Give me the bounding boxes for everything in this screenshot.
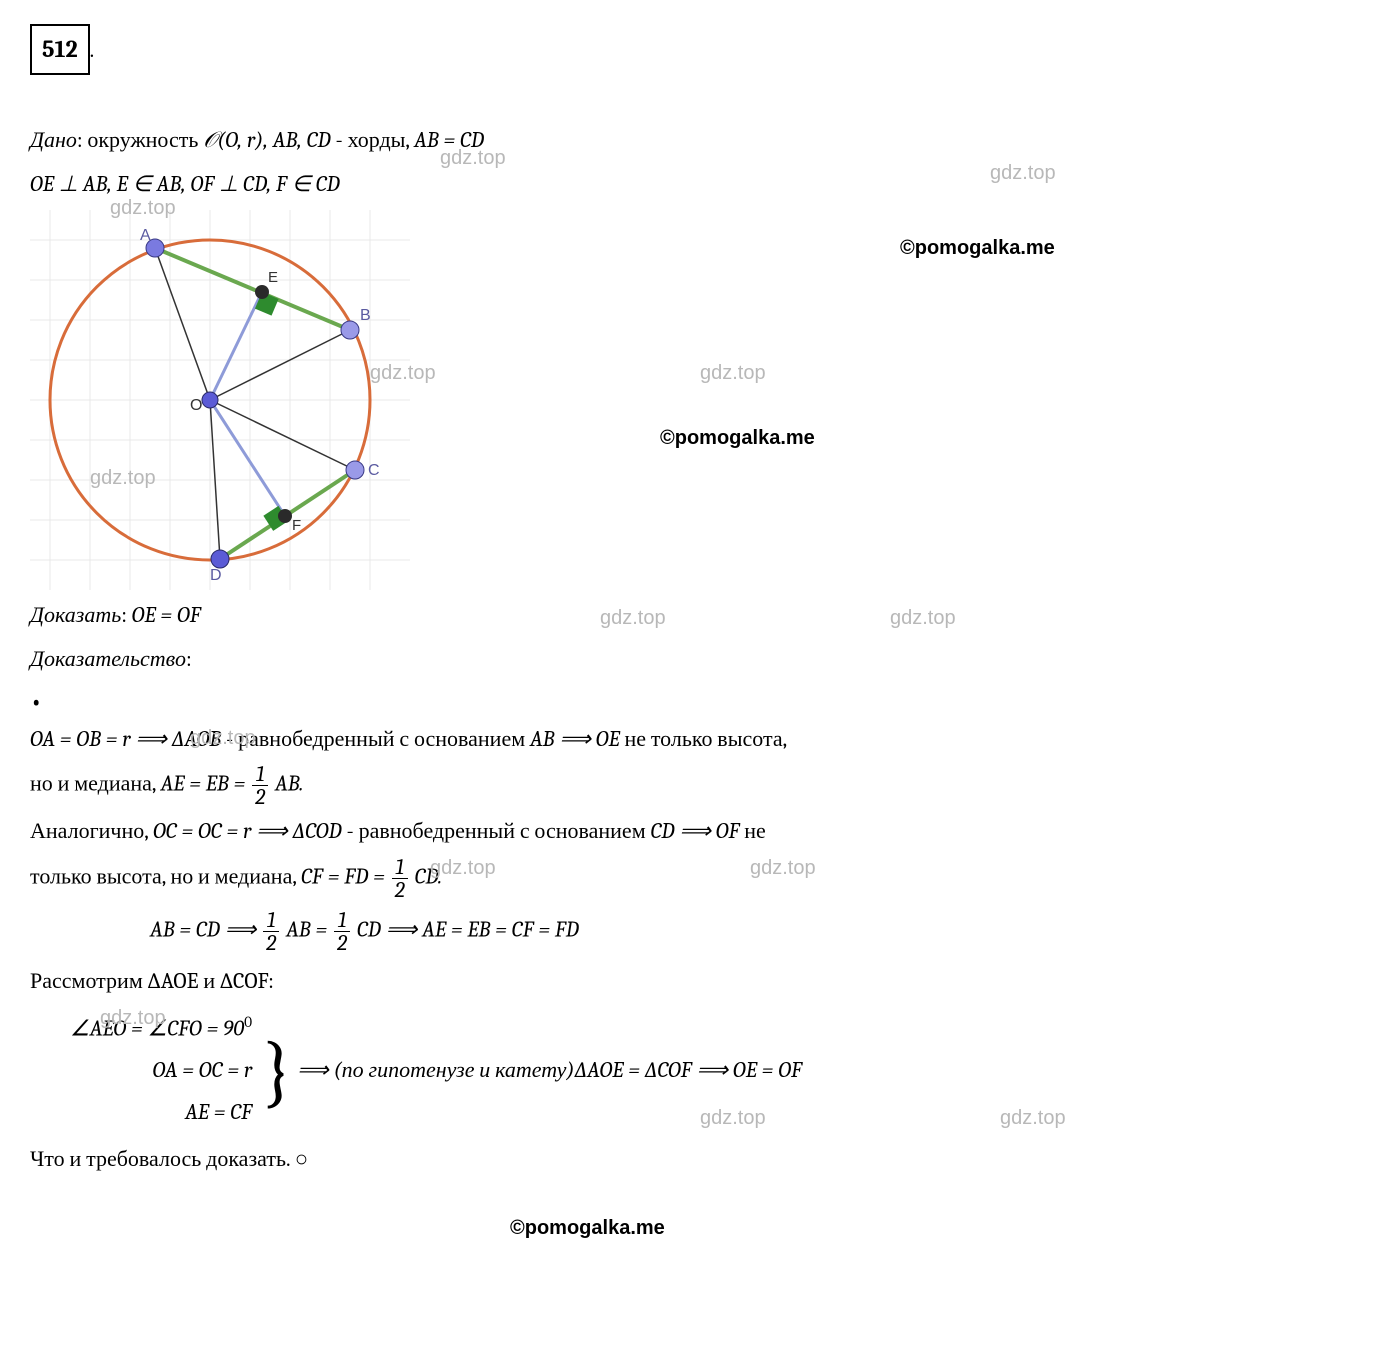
brace-left: ∠AEO = ∠CFO = 900 OA = OC = r AE = CF: [70, 1007, 258, 1134]
given-line2-math: OE ⊥ AB, E ∈ AB, OF ⊥ CD, F ∈ CD: [30, 171, 340, 197]
step2-line2: только высота, но и медиана, CF = FD = 1…: [30, 856, 1370, 901]
line-ob: [210, 330, 350, 400]
given-chords: - хорды,: [331, 127, 414, 153]
s2b: OC = OC = r ⟹ ∆COD: [153, 818, 342, 844]
s1a: OA = OB = r ⟹ ∆AOB: [30, 726, 221, 752]
line-oe: [210, 292, 262, 400]
given-eq1: AB = CD: [414, 127, 484, 153]
prove-eq: OE = OF: [132, 602, 201, 628]
wm-pomo-1: ©pomogalka.me: [900, 230, 1055, 266]
qed: Что и требовалось доказать. ○: [30, 1146, 308, 1172]
s1c: AB ⟹ OE: [530, 726, 620, 752]
period: .: [90, 37, 95, 63]
frac1-num: 1: [252, 763, 268, 786]
s1b: - равнобедренный с основанием: [221, 726, 530, 752]
frac4-den: 2: [334, 932, 350, 954]
given-t1: : окружность: [77, 127, 203, 153]
step2-line1: Аналогично, OC = OC = r ⟹ ∆COD - равнобе…: [30, 812, 1370, 852]
given-circle: 𝒪(O, r), AB, CD: [203, 127, 330, 153]
frac1-den: 2: [252, 786, 268, 808]
frac4: 12: [332, 909, 352, 954]
wm-gdz-5: gdz.top: [700, 355, 766, 391]
s1f: AE = EB =: [161, 771, 251, 797]
frac2-num: 1: [392, 856, 408, 879]
problem-number: 512: [30, 24, 90, 75]
diagram: O A B C D E F: [30, 210, 410, 590]
label-f: F: [292, 517, 301, 534]
qed-row: Что и требовалось доказать. ○: [30, 1140, 1370, 1180]
label-c: C: [368, 462, 380, 479]
s2d: CD ⟹ OF: [650, 818, 739, 844]
point-b: [341, 321, 359, 339]
given-line-1: Дано: окружность 𝒪(O, r), AB, CD - хорды…: [30, 121, 1370, 161]
step1-line2: но и медиана, AE = EB = 12 AB.: [30, 763, 1370, 808]
brace-block: ∠AEO = ∠CFO = 900 OA = OC = r AE = CF } …: [70, 1007, 1370, 1134]
line-oa: [155, 248, 210, 400]
label-a: A: [140, 227, 151, 244]
grid: [30, 210, 410, 590]
chord-ab: [155, 248, 350, 330]
s1d: не только высота,: [620, 726, 787, 752]
step1-line1: OA = OB = r ⟹ ∆AOB - равнобедренный с ос…: [30, 720, 1370, 760]
label-d: D: [210, 567, 222, 584]
prove-colon: :: [121, 602, 131, 628]
prove-line: Доказать: OE = OF: [30, 596, 1370, 636]
frac3-den: 2: [263, 932, 279, 954]
bl3: AE = CF: [70, 1093, 252, 1133]
frac3-num: 1: [263, 909, 279, 932]
bl1: ∠AEO = ∠CFO = 900: [70, 1009, 252, 1049]
bl2: OA = OC = r: [70, 1051, 252, 1091]
bl1-main: ∠AEO = ∠CFO = 90: [70, 1016, 244, 1042]
frac2-den: 2: [392, 879, 408, 901]
s2c: - равнобедренный с основанием: [342, 818, 651, 844]
s2g: CF = FD =: [301, 863, 390, 889]
s2a: Аналогично,: [30, 818, 153, 844]
bullet-1: •: [30, 688, 1370, 716]
given-line-2: OE ⊥ AB, E ∈ AB, OF ⊥ CD, F ∈ CD: [30, 165, 1370, 205]
proof-colon: :: [186, 646, 192, 672]
s2e: не: [739, 818, 765, 844]
s1g: AB.: [270, 771, 303, 797]
given-label: Дано: [30, 127, 77, 153]
diagram-svg: O A B C D E F: [30, 210, 410, 590]
proof-label-row: Доказательство:: [30, 640, 1370, 680]
frac4-num: 1: [334, 909, 350, 932]
label-b: B: [360, 307, 371, 324]
ceb: AB =: [281, 916, 332, 942]
point-e: [255, 285, 269, 299]
center-equation: AB = CD ⟹ 12 AB = 12 CD ⟹ AE = EB = CF =…: [150, 909, 1370, 954]
cea: AB = CD ⟹: [150, 916, 261, 942]
consider-text: Рассмотрим ∆AOE и ∆COF:: [30, 968, 274, 994]
prove-label: Доказать: [30, 602, 121, 628]
big-brace: }: [258, 1031, 297, 1111]
point-f: [278, 509, 292, 523]
frac2: 12: [390, 856, 410, 901]
label-o: O: [190, 397, 202, 414]
wm-pomo-2: ©pomogalka.me: [660, 420, 815, 456]
s2h: CD.: [410, 863, 442, 889]
proof-label: Доказательство: [30, 646, 186, 672]
wm-pomo-3: ©pomogalka.me: [510, 1210, 665, 1246]
point-c: [346, 461, 364, 479]
s2f: только высота, но и медиана,: [30, 863, 301, 889]
point-o: [202, 392, 218, 408]
label-e: E: [268, 269, 278, 286]
cec: CD ⟹ AE = EB = CF = FD: [352, 916, 579, 942]
bl1-sup: 0: [244, 1013, 252, 1031]
brace-right: ⟹ (по гипотенузе и катету)∆AOE = ∆COF ⟹ …: [297, 1051, 802, 1091]
point-d: [211, 550, 229, 568]
frac1: 12: [250, 763, 270, 808]
consider-row: Рассмотрим ∆AOE и ∆COF:: [30, 962, 1370, 1002]
s1e: но и медиана,: [30, 771, 161, 797]
frac3: 12: [261, 909, 281, 954]
